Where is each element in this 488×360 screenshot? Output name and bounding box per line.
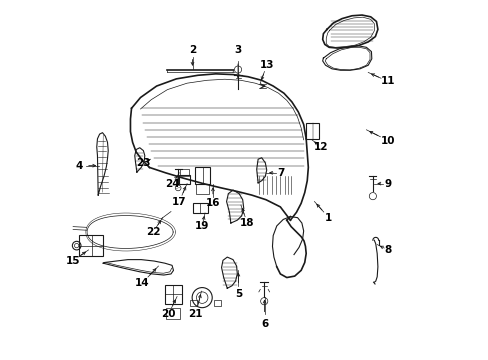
- Text: 3: 3: [234, 45, 241, 55]
- Bar: [196, 184, 208, 194]
- Text: 7: 7: [277, 168, 284, 178]
- Text: 6: 6: [261, 319, 267, 329]
- Bar: [164, 285, 182, 304]
- Text: 21: 21: [188, 309, 203, 319]
- Text: 9: 9: [384, 179, 391, 189]
- Text: 23: 23: [136, 158, 150, 168]
- Bar: [180, 169, 188, 176]
- Text: 10: 10: [380, 136, 394, 145]
- Bar: [179, 175, 190, 184]
- Text: 20: 20: [161, 309, 175, 319]
- Bar: [305, 123, 318, 139]
- Text: 18: 18: [240, 218, 254, 228]
- Text: 22: 22: [145, 227, 160, 237]
- Text: 1: 1: [325, 213, 332, 222]
- Text: 8: 8: [384, 245, 391, 255]
- Text: 4: 4: [75, 161, 82, 171]
- Text: 2: 2: [188, 45, 196, 55]
- Text: 11: 11: [380, 76, 394, 86]
- Text: 16: 16: [205, 198, 220, 208]
- Bar: [166, 309, 180, 319]
- Text: 19: 19: [195, 221, 209, 230]
- Text: 12: 12: [313, 142, 328, 152]
- Bar: [192, 203, 207, 213]
- Text: 14: 14: [135, 278, 149, 288]
- Text: 5: 5: [234, 289, 242, 299]
- Bar: [79, 235, 103, 256]
- Text: 13: 13: [259, 60, 273, 70]
- Bar: [190, 300, 197, 306]
- Text: 15: 15: [66, 256, 80, 266]
- Bar: [213, 300, 221, 306]
- Text: 17: 17: [172, 197, 186, 207]
- Text: 24: 24: [165, 179, 180, 189]
- Bar: [195, 167, 210, 184]
